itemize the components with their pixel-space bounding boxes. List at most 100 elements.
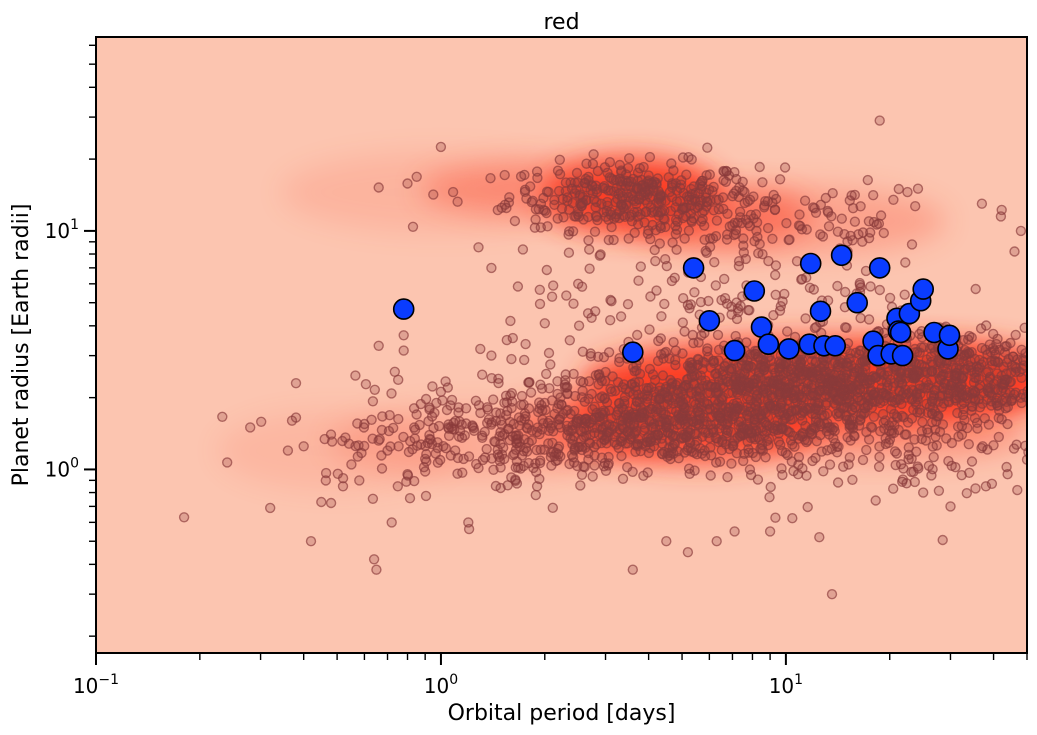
background-point (909, 476, 920, 488)
background-point (523, 403, 535, 414)
background-point (676, 399, 688, 411)
background-point (376, 463, 388, 474)
background-point (712, 329, 724, 341)
background-point (602, 200, 613, 212)
background-point (677, 429, 689, 440)
background-point (371, 564, 382, 575)
background-point (511, 434, 522, 445)
background-point (847, 202, 859, 214)
background-point (976, 442, 987, 454)
background-point (483, 414, 495, 425)
background-point (564, 335, 575, 346)
background-point (783, 234, 794, 246)
background-point (567, 439, 578, 450)
background-point (644, 324, 655, 335)
background-point (831, 447, 843, 458)
background-point (493, 377, 504, 389)
background-point (865, 386, 877, 397)
background-point (654, 238, 665, 249)
background-point (428, 422, 439, 434)
background-point (614, 356, 625, 368)
background-point (541, 368, 552, 380)
background-point (1002, 469, 1013, 480)
background-point (352, 451, 363, 462)
background-point (938, 398, 950, 409)
background-point (660, 381, 672, 393)
background-point (969, 387, 981, 398)
background-point (857, 355, 868, 367)
background-point (937, 534, 948, 546)
background-point (906, 413, 918, 424)
background-point (678, 293, 689, 304)
background-point (643, 170, 654, 181)
background-point (411, 409, 422, 420)
background-point (695, 370, 706, 381)
background-point (628, 362, 639, 373)
background-point (770, 512, 781, 523)
background-point (774, 305, 786, 316)
background-point (963, 439, 974, 450)
background-point (496, 419, 507, 430)
background-point (980, 481, 992, 492)
highlight-point (846, 291, 869, 314)
chart-title: red (543, 10, 579, 35)
background-point (797, 431, 808, 442)
background-point (814, 532, 825, 543)
background-point (337, 481, 349, 492)
background-point (558, 212, 569, 223)
background-point (784, 427, 796, 438)
background-point (849, 216, 861, 227)
background-point (640, 206, 651, 218)
background-point (479, 426, 490, 438)
background-point (957, 373, 968, 384)
background-point (903, 442, 914, 453)
background-point (583, 211, 594, 223)
background-point (563, 247, 575, 258)
background-point (554, 168, 566, 180)
background-point (591, 439, 602, 450)
highlight-point (809, 300, 832, 323)
background-point (638, 470, 649, 481)
background-point (386, 517, 397, 528)
background-point (401, 476, 412, 487)
background-point (656, 311, 667, 322)
background-point (332, 468, 343, 479)
background-point (500, 410, 512, 421)
background-point (427, 381, 438, 392)
background-point (373, 435, 384, 446)
background-point (714, 456, 726, 467)
background-point (743, 304, 754, 316)
background-point (840, 286, 851, 298)
background-point (855, 312, 866, 324)
background-point (749, 235, 760, 247)
background-point (757, 177, 768, 188)
background-point (855, 201, 866, 212)
background-point (534, 298, 546, 310)
background-point (605, 185, 616, 196)
background-point (758, 385, 769, 396)
background-point (635, 261, 646, 272)
background-point (711, 215, 723, 226)
background-point (857, 454, 869, 466)
background-point (583, 376, 595, 387)
background-point (386, 388, 397, 399)
background-point (880, 415, 891, 426)
background-point (613, 442, 624, 454)
background-point (906, 239, 918, 250)
background-point (953, 431, 964, 442)
background-point (432, 457, 444, 468)
background-point (860, 364, 871, 376)
background-point (415, 398, 426, 410)
background-point (538, 192, 549, 204)
background-point (587, 471, 598, 482)
background-point (450, 445, 461, 456)
background-point (632, 329, 643, 341)
background-point (889, 363, 901, 374)
background-point (725, 426, 737, 438)
background-point (659, 348, 670, 359)
background-point (826, 589, 838, 600)
highlight-point (757, 333, 780, 356)
background-point (861, 426, 872, 438)
background-point (667, 237, 678, 248)
background-point (617, 473, 629, 484)
